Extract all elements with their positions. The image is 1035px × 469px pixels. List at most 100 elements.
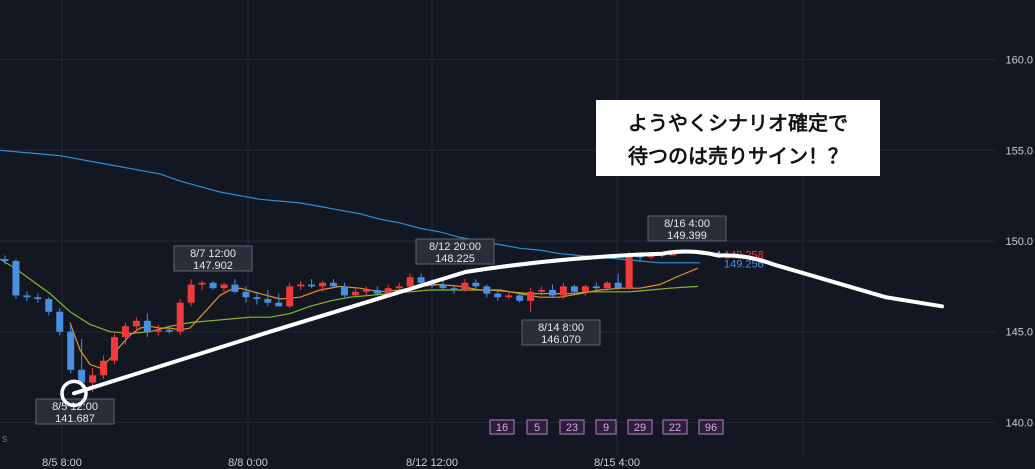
annotation-date: 8/16 4:00: [664, 218, 710, 230]
candle-body: [132, 320, 140, 327]
candle-body: [275, 302, 283, 307]
count-badge-label: 96: [705, 422, 717, 434]
candle-body: [286, 286, 294, 307]
candle-body: [89, 375, 97, 383]
candle-body: [154, 329, 162, 332]
count-badge: [489, 419, 515, 435]
candle-body: [319, 282, 327, 287]
ma-line-green: [0, 258, 699, 335]
annotation-date: 8/7 12:00: [190, 248, 236, 260]
candle-body: [581, 286, 589, 292]
candle-body: [461, 282, 469, 290]
y-tick-label: 150.0: [1005, 236, 1033, 248]
price-label: 149.256: [724, 258, 764, 270]
annotation-price: 149.399: [667, 230, 707, 242]
candle-body: [570, 286, 578, 292]
candle-body: [505, 295, 513, 298]
candle-body: [165, 329, 173, 332]
candle-body: [297, 284, 305, 287]
x-tick-label: 8/5 8:00: [42, 457, 82, 469]
annotation-box: [35, 398, 115, 425]
candle-body: [603, 282, 611, 289]
candle-body: [220, 284, 228, 289]
annotation-box: [173, 245, 253, 272]
callout-box: [596, 100, 880, 176]
candle-body: [45, 299, 53, 312]
candle-body: [209, 282, 217, 289]
count-badge: [698, 419, 724, 435]
candle-body: [439, 284, 447, 289]
candle-body: [516, 295, 524, 301]
candle-body: [308, 284, 316, 287]
candle-body: [264, 299, 272, 303]
candle-body: [100, 360, 108, 376]
candle-body: [34, 297, 42, 300]
annotation-box: [647, 215, 727, 242]
count-badge: [526, 419, 548, 435]
x-tick-label: 8/15 4:00: [594, 457, 640, 469]
count-badge: [595, 419, 617, 435]
corner-mark: s: [2, 433, 8, 445]
trend-curve: [72, 249, 944, 396]
candle-body: [351, 291, 359, 296]
candle-body: [559, 286, 567, 296]
annotation-price: 141.687: [55, 413, 95, 425]
candle-body: [242, 291, 250, 298]
candle-body: [549, 289, 556, 296]
candle-body: [1, 259, 9, 261]
candle-body: [450, 288, 458, 290]
count-badge: [559, 419, 585, 435]
candle-body: [23, 295, 31, 298]
annotation-price: 148.225: [435, 253, 475, 265]
y-tick-label: 155.0: [1005, 145, 1033, 157]
annotation-date: 8/12 20:00: [429, 241, 481, 253]
candle-body: [78, 369, 86, 383]
candle-body: [12, 260, 20, 296]
y-tick-label: 145.0: [1005, 327, 1033, 339]
candle-body: [340, 286, 348, 296]
candle-body: [253, 297, 261, 300]
count-badge: [662, 419, 688, 435]
ma-line-blue: [0, 149, 700, 264]
candle-body: [330, 282, 337, 287]
candle-body: [373, 289, 381, 294]
count-badge-label: 22: [669, 422, 681, 434]
candle-body: [625, 255, 633, 289]
count-badge-label: 5: [534, 422, 540, 434]
count-badge-label: 29: [634, 422, 646, 434]
annotation-price: 147.902: [193, 260, 233, 272]
candle-body: [176, 302, 184, 332]
candle-body: [483, 286, 491, 294]
x-tick-label: 8/8 0:00: [228, 457, 268, 469]
count-badge-label: 9: [603, 422, 609, 434]
candle-body: [111, 337, 118, 361]
candle-body: [527, 291, 535, 301]
candle-body: [143, 320, 151, 332]
x-tick-label: 8/12 12:00: [406, 457, 458, 469]
count-badge-label: 16: [496, 422, 508, 434]
annotation-box: [415, 238, 495, 265]
annotation-box: [521, 319, 601, 346]
annotation-price: 146.070: [541, 334, 581, 346]
callout-line-1: ようやくシナリオ確定で: [628, 111, 848, 135]
candle-body: [417, 277, 425, 283]
count-badge: [627, 419, 653, 435]
candle-body: [472, 282, 480, 287]
candle-body: [538, 289, 546, 292]
candle-body: [395, 286, 403, 289]
candle-body: [406, 277, 414, 287]
candle-body: [592, 286, 600, 289]
low-point-circle: [60, 379, 88, 408]
annotation-date: 8/14 8:00: [538, 322, 584, 334]
y-tick-label: 140.0: [1005, 417, 1033, 429]
candle-body: [362, 289, 370, 292]
count-badge-label: 23: [566, 422, 578, 434]
candle-body: [67, 331, 75, 370]
callout-line-2: 待つのは売りサイン！？: [628, 144, 848, 168]
y-tick-label: 160.0: [1005, 55, 1033, 67]
candle-body: [231, 284, 239, 292]
candle-body: [56, 311, 64, 332]
candle-body: [494, 293, 502, 298]
candle-body: [384, 288, 392, 294]
